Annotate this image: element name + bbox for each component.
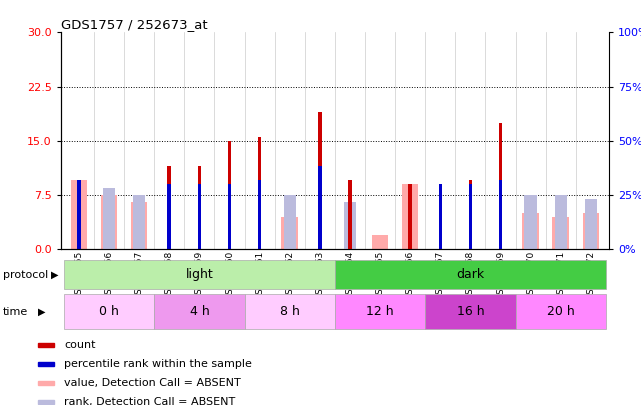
Bar: [103, 188, 115, 249]
Bar: [197, 184, 201, 249]
Bar: [348, 181, 352, 249]
Text: 8 h: 8 h: [280, 305, 300, 318]
Bar: [318, 166, 322, 249]
Bar: [154, 294, 245, 329]
Bar: [228, 184, 231, 249]
Bar: [554, 195, 567, 249]
Bar: [197, 166, 201, 249]
Bar: [469, 184, 472, 249]
Bar: [38, 381, 54, 385]
Text: 0 h: 0 h: [99, 305, 119, 318]
Text: count: count: [65, 340, 96, 350]
Bar: [64, 294, 154, 329]
Text: ▶: ▶: [51, 270, 58, 279]
Text: protocol: protocol: [3, 270, 49, 279]
Text: 20 h: 20 h: [547, 305, 574, 318]
Text: value, Detection Call = ABSENT: value, Detection Call = ABSENT: [65, 378, 241, 388]
Text: rank, Detection Call = ABSENT: rank, Detection Call = ABSENT: [65, 397, 236, 405]
Bar: [167, 184, 171, 249]
Bar: [228, 141, 231, 249]
Bar: [245, 294, 335, 329]
Bar: [133, 195, 146, 249]
Bar: [318, 112, 322, 249]
Bar: [402, 184, 419, 249]
Bar: [344, 202, 356, 249]
Text: 4 h: 4 h: [190, 305, 210, 318]
Bar: [438, 202, 442, 249]
Bar: [38, 400, 54, 404]
Bar: [167, 166, 171, 249]
Text: GDS1757 / 252673_at: GDS1757 / 252673_at: [61, 18, 208, 31]
Bar: [553, 217, 569, 249]
Text: time: time: [3, 307, 28, 317]
Bar: [372, 234, 388, 249]
Bar: [585, 198, 597, 249]
Bar: [425, 294, 515, 329]
Text: ▶: ▶: [38, 307, 46, 317]
Bar: [335, 294, 425, 329]
Text: dark: dark: [456, 268, 485, 281]
Text: percentile rank within the sample: percentile rank within the sample: [65, 359, 253, 369]
Bar: [258, 137, 262, 249]
Text: 16 h: 16 h: [456, 305, 484, 318]
Bar: [438, 184, 442, 249]
Bar: [522, 213, 539, 249]
Bar: [38, 343, 54, 347]
Bar: [283, 195, 296, 249]
Text: 12 h: 12 h: [366, 305, 394, 318]
Bar: [64, 260, 335, 289]
Bar: [38, 362, 54, 366]
Bar: [469, 181, 472, 249]
Text: light: light: [185, 268, 213, 281]
Bar: [524, 195, 537, 249]
Bar: [515, 294, 606, 329]
Bar: [408, 184, 412, 249]
Bar: [71, 181, 87, 249]
Bar: [258, 181, 262, 249]
Bar: [101, 195, 117, 249]
Bar: [335, 260, 606, 289]
Bar: [583, 213, 599, 249]
Bar: [131, 202, 147, 249]
Bar: [499, 181, 503, 249]
Bar: [281, 217, 298, 249]
Bar: [499, 123, 503, 249]
Bar: [77, 181, 81, 249]
